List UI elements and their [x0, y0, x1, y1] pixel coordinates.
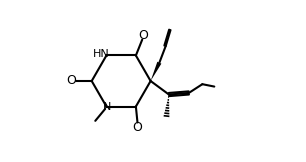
Text: O: O [138, 29, 148, 42]
Text: O: O [66, 75, 76, 87]
Text: O: O [132, 121, 142, 134]
Text: N: N [103, 102, 111, 112]
Text: HN: HN [92, 49, 109, 59]
Polygon shape [151, 62, 161, 81]
